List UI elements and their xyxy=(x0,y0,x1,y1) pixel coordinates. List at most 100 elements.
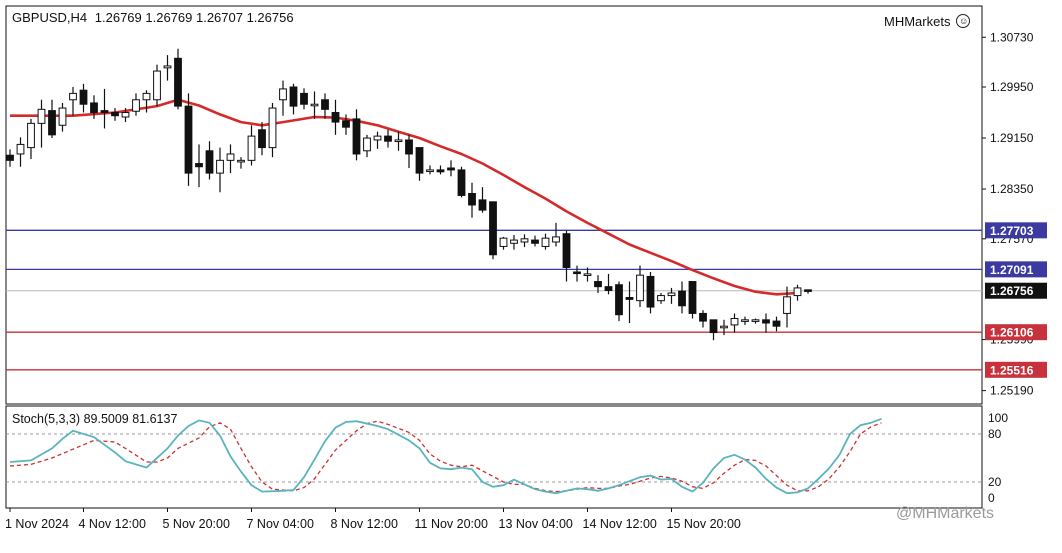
candle-body xyxy=(216,159,224,174)
candle xyxy=(79,83,88,113)
candle xyxy=(415,147,424,181)
broker-branding: MHMarkets ☺ xyxy=(884,12,971,29)
candle-body xyxy=(373,135,382,141)
candle-body xyxy=(90,102,98,114)
stochastic-main-line xyxy=(9,417,882,495)
candle xyxy=(352,109,361,161)
candle-body xyxy=(363,137,371,152)
candle xyxy=(142,90,151,113)
candle-body xyxy=(699,312,707,322)
candle-body xyxy=(237,159,245,163)
candle-body xyxy=(678,290,686,307)
candle xyxy=(594,275,602,294)
candle xyxy=(58,102,67,132)
candle-body xyxy=(499,237,508,247)
candle-body xyxy=(447,167,455,171)
candle xyxy=(16,137,25,167)
candle-body xyxy=(268,107,277,149)
candle xyxy=(583,267,592,282)
candle xyxy=(331,99,340,135)
candle-body xyxy=(300,92,308,105)
candle-body xyxy=(142,92,151,101)
smiley-icon: ☺ xyxy=(956,14,971,28)
candle xyxy=(321,93,329,119)
candle xyxy=(205,141,214,180)
candle-body xyxy=(615,284,623,316)
candle-body xyxy=(310,103,319,107)
candle xyxy=(90,95,98,119)
candle-body xyxy=(772,320,781,327)
candle xyxy=(195,144,203,188)
candle xyxy=(562,230,571,282)
candle xyxy=(489,201,497,260)
candle xyxy=(447,160,455,177)
candlesticks xyxy=(6,48,812,341)
candle xyxy=(541,233,550,250)
candle xyxy=(436,165,445,175)
candle xyxy=(499,236,508,250)
time-axis: 1 Nov 2024 4 Nov 12:00 5 Nov 20:00 7 Nov 04… xyxy=(5,508,741,531)
candle xyxy=(478,187,487,213)
candle-body xyxy=(205,150,214,174)
price-panel-frame xyxy=(5,5,983,405)
candle-body xyxy=(153,70,161,101)
candle-body xyxy=(520,238,529,243)
candle-body xyxy=(730,318,739,326)
candle-body xyxy=(552,236,560,243)
candle-body xyxy=(436,169,445,173)
candle xyxy=(426,165,434,175)
symbol-timeframe: GBPUSD,H4 xyxy=(12,10,88,25)
candle-body xyxy=(468,193,476,206)
candle-body xyxy=(793,287,802,297)
price-tick-label: 1.25190 xyxy=(990,384,1034,398)
candle xyxy=(615,281,623,322)
stochastic-panel-frame xyxy=(5,405,983,509)
price-axis: 1.307301.299501.291501.283501.275701.259… xyxy=(982,30,1034,398)
candle xyxy=(373,131,382,149)
price-tick-label: 1.28350 xyxy=(990,182,1034,196)
candle-body xyxy=(426,169,434,173)
candle xyxy=(531,235,539,247)
candle-body xyxy=(531,239,539,244)
time-tick-label: 5 Nov 20:00 xyxy=(163,517,230,531)
candle xyxy=(468,182,476,218)
candle-body xyxy=(247,135,256,161)
candle xyxy=(132,93,140,116)
candle xyxy=(783,286,791,328)
candle xyxy=(279,80,287,116)
candle-body xyxy=(27,122,35,149)
candle xyxy=(310,91,319,119)
price-tick-label: 1.29150 xyxy=(990,131,1034,145)
candle xyxy=(720,319,728,336)
candle-body xyxy=(331,112,340,123)
candle xyxy=(688,281,697,319)
candle-body xyxy=(541,237,550,247)
candle-body xyxy=(762,319,770,324)
level-price-labels: 1.27703 1.27091 1.26756 1.26106 1.25516 xyxy=(985,222,1047,378)
time-tick-label: 4 Nov 12:00 xyxy=(79,517,146,531)
candle-body xyxy=(16,143,25,155)
stochastic-level-label: 0 xyxy=(988,491,995,505)
candle xyxy=(69,87,77,116)
candle-body xyxy=(720,325,728,329)
candle-body xyxy=(289,86,298,107)
candle xyxy=(405,134,413,169)
candle-body xyxy=(573,271,581,275)
candle-body xyxy=(478,199,487,211)
candle xyxy=(289,83,298,115)
level-label-box xyxy=(985,282,1047,299)
candle-body xyxy=(751,319,760,322)
stochastic-level-label: 80 xyxy=(988,427,1002,441)
candle xyxy=(237,157,245,169)
candle-body xyxy=(184,105,193,174)
candle-body xyxy=(394,139,403,143)
candle-body xyxy=(195,163,203,168)
candle xyxy=(384,129,392,148)
candle-body xyxy=(258,129,266,149)
candle-body xyxy=(741,319,749,322)
candle xyxy=(678,281,686,314)
moving-average xyxy=(10,98,798,296)
candle-body xyxy=(226,153,235,161)
